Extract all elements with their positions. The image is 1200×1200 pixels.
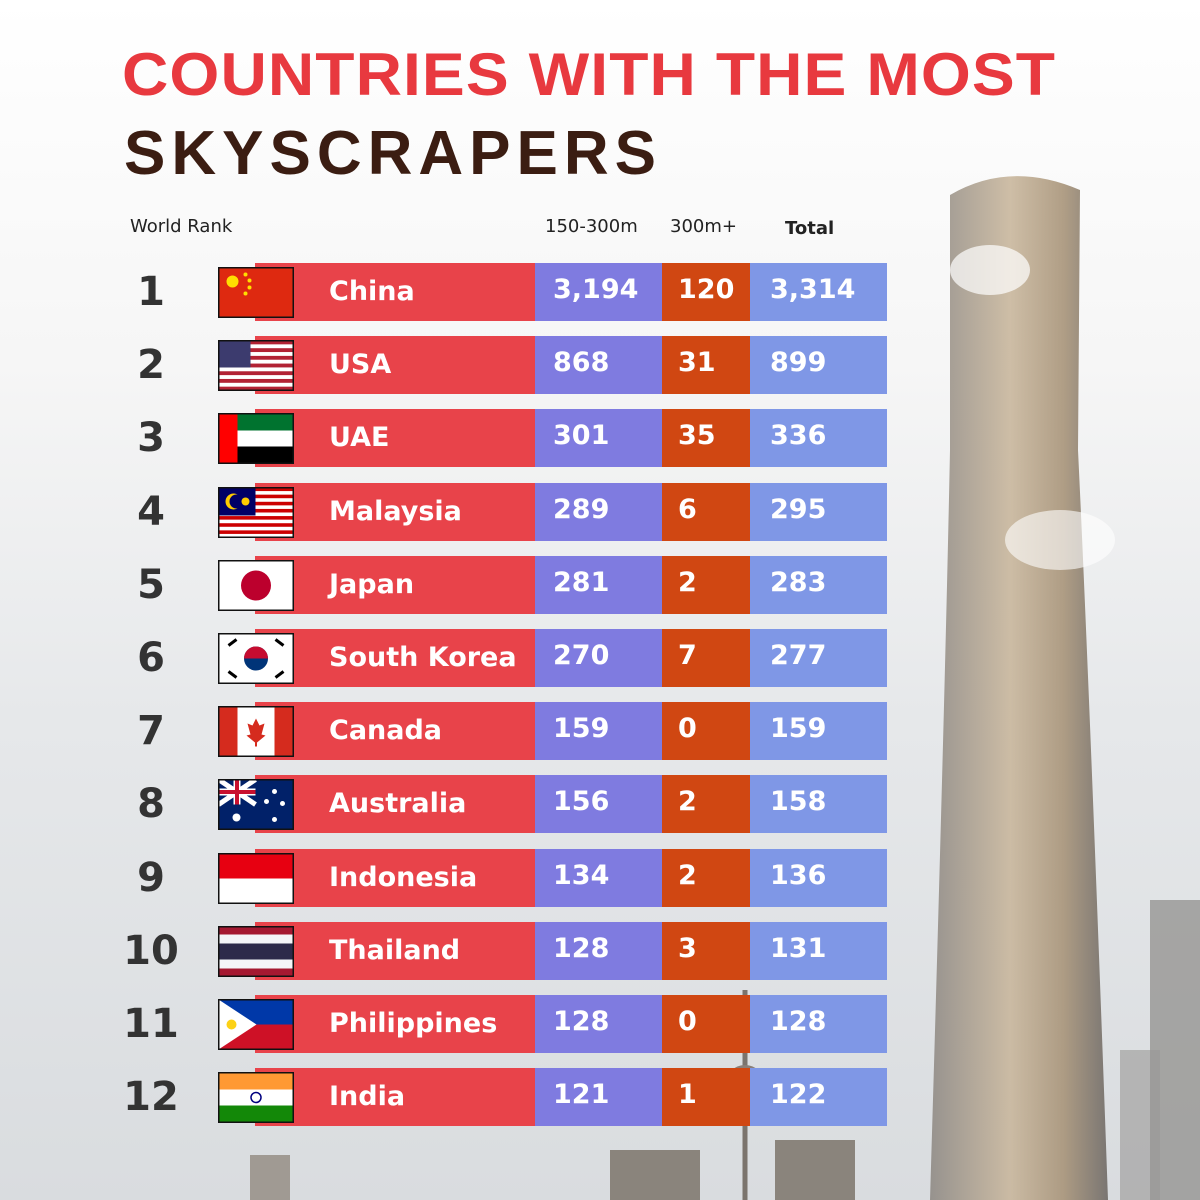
table-row: 7 Canada 159 0 159 [0,702,900,761]
count-300m-plus: 2 [662,775,750,834]
total: 158 [750,775,887,834]
count-150-300m: 281 [535,555,662,614]
rank: 12 [123,1074,179,1121]
total: 899 [750,336,887,395]
rank: 6 [137,635,165,681]
flag [218,413,294,465]
count-300m-plus: 2 [662,555,750,614]
rank: 8 [137,781,165,828]
flag [218,559,294,611]
flag [218,852,294,904]
column-header: 150-300m [545,216,638,237]
count-300m-plus: 7 [662,629,750,687]
count-150-300m: 121 [535,1068,662,1127]
table-row: 11 Philippines 128 0 128 [0,995,900,1053]
count-150-300m: 128 [535,995,662,1053]
rank: 5 [137,561,165,608]
country: Indonesia [255,848,535,907]
count-300m-plus: 0 [662,702,750,761]
total: 159 [750,702,887,761]
rank: 9 [137,854,165,901]
total: 128 [750,995,887,1053]
count-300m-plus: 3 [662,921,750,980]
rank: 7 [137,708,165,755]
count-150-300m: 134 [535,848,662,907]
table-row: 1 China 3,194 120 3,314 [0,263,900,321]
count-300m-plus: 31 [662,336,750,395]
flag [218,633,294,684]
rank: 2 [137,342,165,389]
country: Canada [255,702,535,761]
flag [218,340,294,392]
column-header: World Rank [130,216,233,237]
rank: 3 [137,415,165,462]
count-150-300m: 868 [535,336,662,395]
total: 336 [750,409,887,468]
rank: 11 [123,1001,179,1047]
country: USA [255,336,535,395]
flag [218,267,294,318]
count-150-300m: 156 [535,775,662,834]
table-row: 9 Indonesia 134 2 136 [0,848,900,907]
flag [218,706,294,758]
total: 277 [750,629,887,687]
count-300m-plus: 2 [662,848,750,907]
country: China [255,263,535,321]
table-row: 4 Malaysia 289 6 295 [0,482,900,541]
count-300m-plus: 0 [662,995,750,1053]
column-header: Total [785,218,835,239]
table-row: 3 UAE 301 35 336 [0,409,900,468]
country: Philippines [255,995,535,1053]
country: Japan [255,555,535,614]
flag [218,1072,294,1124]
count-300m-plus: 1 [662,1068,750,1127]
rank: 10 [123,927,179,974]
table-row: 10 Thailand 128 3 131 [0,921,900,980]
flag [218,779,294,831]
count-150-300m: 3,194 [535,263,662,321]
total: 3,314 [750,263,887,321]
country: India [255,1068,535,1127]
total: 136 [750,848,887,907]
count-150-300m: 301 [535,409,662,468]
title: SKYSCRAPERS [124,119,662,188]
count-150-300m: 159 [535,702,662,761]
count-300m-plus: 120 [662,263,750,321]
total: 131 [750,921,887,980]
count-150-300m: 270 [535,629,662,687]
table-row: 2 USA 868 31 899 [0,336,900,395]
flag [218,925,294,977]
country: Australia [255,775,535,834]
count-300m-plus: 6 [662,482,750,541]
title: COUNTRIES WITH THE MOST [122,41,1057,108]
rank: 1 [137,269,165,315]
count-150-300m: 128 [535,921,662,980]
count-300m-plus: 35 [662,409,750,468]
table-row: 5 Japan 281 2 283 [0,555,900,614]
total: 295 [750,482,887,541]
total: 122 [750,1068,887,1127]
country: South Korea [255,629,535,687]
rank: 4 [137,488,165,535]
country: Malaysia [255,482,535,541]
count-150-300m: 289 [535,482,662,541]
table-row: 12 India 121 1 122 [0,1068,900,1127]
country: Thailand [255,921,535,980]
flag [218,486,294,538]
total: 283 [750,555,887,614]
table-row: 8 Australia 156 2 158 [0,775,900,834]
table-row: 6 South Korea 270 7 277 [0,629,900,687]
column-header: 300m+ [670,216,737,237]
flag [218,999,294,1050]
country: UAE [255,409,535,468]
